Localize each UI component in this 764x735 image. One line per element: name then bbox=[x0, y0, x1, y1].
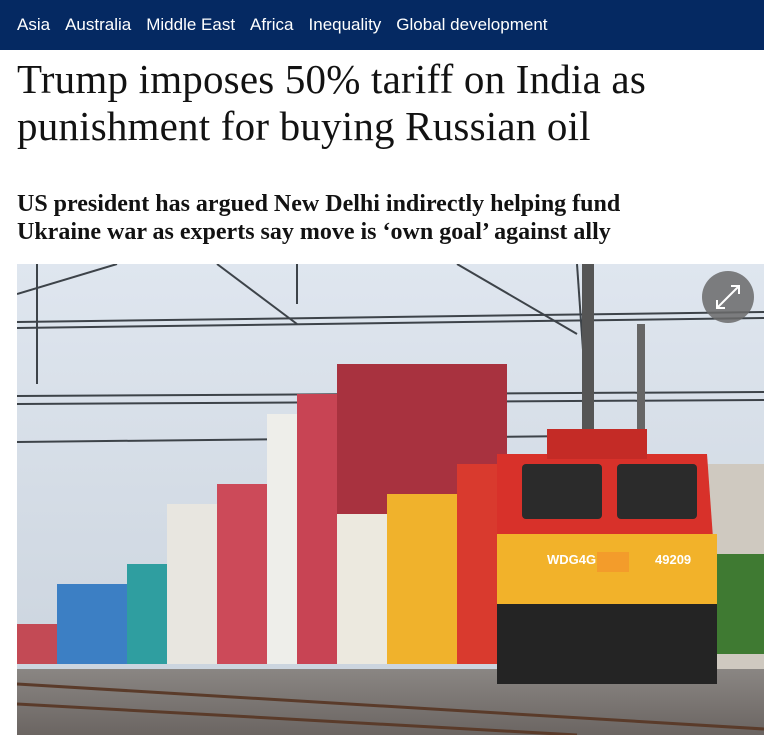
standfirst: US president has argued New Delhi indire… bbox=[17, 191, 621, 245]
locomotive: WDG4G 49209 bbox=[387, 429, 717, 684]
nav-link[interactable]: Inequality bbox=[308, 15, 382, 34]
nav-link[interactable]: Global development bbox=[396, 15, 548, 34]
nav-link[interactable]: Middle East bbox=[146, 15, 236, 34]
headline: Trump imposes 50% tariff on India as pun… bbox=[17, 56, 646, 149]
nav-link[interactable]: Australia bbox=[65, 15, 132, 34]
nav-link[interactable]: Africa bbox=[250, 15, 294, 34]
nav-bar: Asia Australia Middle East Africa Inequality… bbox=[0, 0, 764, 50]
nav-link[interactable]: Asia bbox=[17, 15, 51, 34]
expand-button[interactable] bbox=[702, 271, 754, 323]
locomotive-number: 49209 bbox=[655, 552, 691, 567]
locomotive-model: WDG4G bbox=[547, 552, 596, 567]
article-image: WDG4G 49209 bbox=[17, 264, 764, 735]
